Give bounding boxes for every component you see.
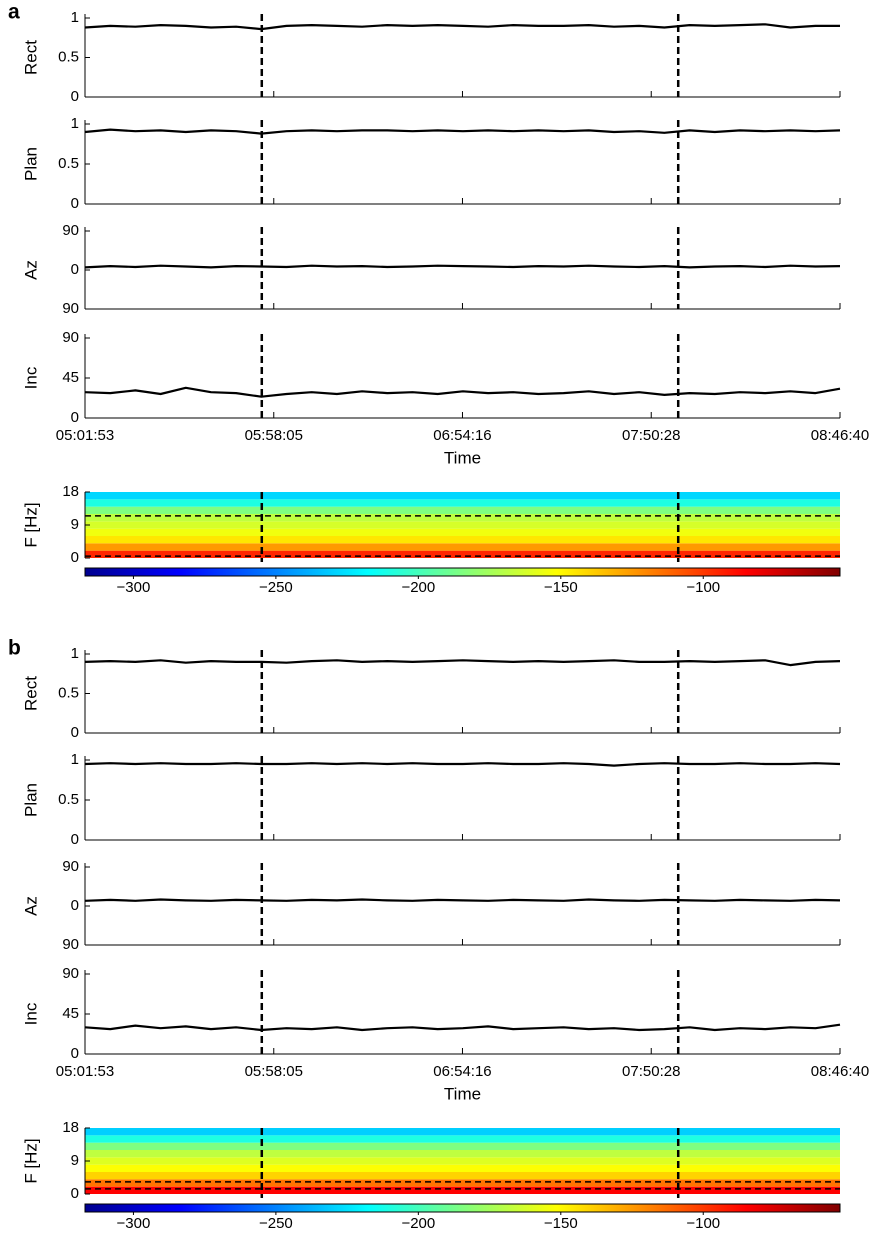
y-tick-label: 1 xyxy=(71,645,79,662)
y-tick-label: 0 xyxy=(71,897,79,914)
data-line xyxy=(84,659,841,667)
colorbar-tick-label: −250 xyxy=(259,1215,293,1232)
spectrogram-band xyxy=(85,499,840,507)
colorbar xyxy=(84,1203,841,1213)
y-tick-label: 0 xyxy=(71,261,79,278)
spectrogram-band xyxy=(85,536,840,544)
y-tick-label: 90 xyxy=(62,300,79,317)
colorbar-tick-label: −100 xyxy=(686,579,720,596)
y-axis-label: F [Hz] xyxy=(21,502,40,547)
y-tick-label: 45 xyxy=(62,369,79,386)
y-tick-label: 0 xyxy=(71,409,79,426)
spectrogram-band xyxy=(85,521,840,529)
y-axis-label: Inc xyxy=(21,1002,40,1025)
colorbar xyxy=(84,567,841,577)
data-line xyxy=(84,23,840,31)
spectrogram-band xyxy=(85,1135,840,1143)
y-tick-label: 0.5 xyxy=(58,155,79,172)
y-axis-label: Rect xyxy=(21,676,40,711)
spectrogram-band xyxy=(85,1164,840,1172)
x-axis-label: Time xyxy=(444,448,481,467)
panel-label: a xyxy=(8,1,20,24)
y-tick-label: 90 xyxy=(62,936,79,953)
spectrogram-band xyxy=(85,1150,840,1158)
spectrogram-band xyxy=(85,550,840,558)
y-tick-label: 9 xyxy=(71,1152,79,1169)
x-tick-label: 08:46:40 xyxy=(811,1063,869,1080)
colorbar-tick-label: −300 xyxy=(117,1215,151,1232)
y-axis-label: Inc xyxy=(21,366,40,389)
y-axis-label: F [Hz] xyxy=(21,1138,40,1183)
y-axis-label: Az xyxy=(21,896,40,916)
spectrogram-band xyxy=(85,1179,840,1187)
data-line xyxy=(84,898,841,902)
data-line xyxy=(84,1023,841,1032)
y-tick-label: 0 xyxy=(71,831,79,848)
x-tick-label: 05:58:05 xyxy=(245,1063,303,1080)
y-axis-label: Plan xyxy=(21,783,40,817)
spectrogram-band xyxy=(85,1128,840,1136)
y-tick-label: 0.5 xyxy=(58,684,79,701)
y-tick-label: 0 xyxy=(71,724,79,741)
y-tick-label: 0.5 xyxy=(58,791,79,808)
y-tick-label: 1 xyxy=(71,751,79,768)
y-tick-label: 0 xyxy=(71,549,79,566)
x-tick-label: 05:58:05 xyxy=(245,427,303,444)
x-tick-label: 07:50:28 xyxy=(622,1063,680,1080)
spectrogram-band xyxy=(85,506,840,514)
y-tick-label: 0.5 xyxy=(58,48,79,65)
y-tick-label: 0 xyxy=(71,88,79,105)
x-tick-label: 06:54:16 xyxy=(433,427,491,444)
x-tick-label: 06:54:16 xyxy=(433,1063,491,1080)
y-tick-label: 0 xyxy=(71,1185,79,1202)
spectrogram-band xyxy=(85,492,840,500)
y-tick-label: 1 xyxy=(71,115,79,132)
y-tick-label: 18 xyxy=(62,483,79,500)
colorbar-tick-label: −150 xyxy=(544,1215,578,1232)
colorbar-tick-label: −200 xyxy=(401,579,435,596)
colorbar-tick-label: −100 xyxy=(686,1215,720,1232)
data-line xyxy=(84,386,841,398)
y-axis-label: Plan xyxy=(21,147,40,181)
colorbar-tick-label: −150 xyxy=(544,579,578,596)
data-line xyxy=(84,128,841,135)
y-axis-label: Rect xyxy=(21,40,40,75)
x-tick-label: 08:46:40 xyxy=(811,427,869,444)
spectrogram-band xyxy=(85,1142,840,1150)
spectrogram-band xyxy=(85,543,840,551)
y-tick-label: 18 xyxy=(62,1119,79,1136)
colorbar-tick-label: −300 xyxy=(117,579,151,596)
y-tick-label: 1 xyxy=(71,9,79,26)
y-tick-label: 90 xyxy=(62,329,79,346)
data-line xyxy=(84,762,841,767)
panel-label: b xyxy=(8,637,21,660)
x-tick-label: 05:01:53 xyxy=(56,427,114,444)
spectrogram-band xyxy=(85,528,840,536)
spectrogram-band xyxy=(85,1157,840,1165)
y-tick-label: 0 xyxy=(71,195,79,212)
colorbar-tick-label: −200 xyxy=(401,1215,435,1232)
y-tick-label: 45 xyxy=(62,1005,79,1022)
spectrogram-band xyxy=(85,1186,840,1194)
y-tick-label: 90 xyxy=(62,222,79,239)
spectrogram-band xyxy=(85,514,840,522)
spectrogram-band xyxy=(85,1172,840,1180)
data-line xyxy=(84,264,841,269)
x-axis-label: Time xyxy=(444,1084,481,1103)
x-tick-label: 07:50:28 xyxy=(622,427,680,444)
x-tick-label: 05:01:53 xyxy=(56,1063,114,1080)
y-tick-label: 0 xyxy=(71,1045,79,1062)
y-axis-label: Az xyxy=(21,260,40,280)
y-tick-label: 9 xyxy=(71,516,79,533)
y-tick-label: 90 xyxy=(62,858,79,875)
y-tick-label: 90 xyxy=(62,965,79,982)
colorbar-tick-label: −250 xyxy=(259,579,293,596)
